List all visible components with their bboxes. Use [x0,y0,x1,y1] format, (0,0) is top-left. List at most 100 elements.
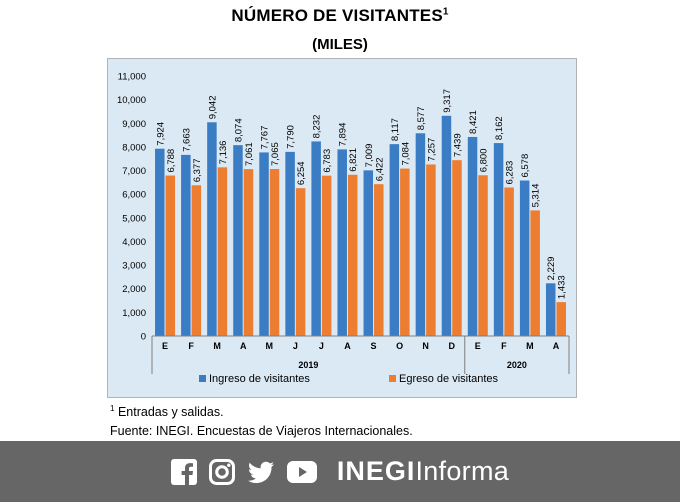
bar-ingreso [155,148,165,336]
data-label: 8,162 [494,116,505,140]
group-label: 2019 [298,360,318,370]
data-label: 7,924 [155,122,166,146]
x-tick-label: S [371,341,377,351]
y-tick-label: 7,000 [122,166,146,177]
data-label: 5,314 [531,184,542,208]
data-label: 7,136 [218,141,229,165]
x-tick-label: J [293,341,298,351]
bar-ingreso [207,122,217,336]
youtube-icon[interactable] [286,460,317,484]
bar-ingreso [415,133,426,336]
x-tick-label: F [188,341,194,351]
data-label: 1,433 [557,275,568,299]
data-label: 8,232 [312,115,323,139]
data-label: 2,229 [546,257,557,281]
x-tick-label: J [319,341,324,351]
bar-egreso [426,164,436,336]
bar-egreso [452,160,462,336]
y-tick-label: 11,000 [118,72,146,83]
bar-ingreso [311,141,321,336]
data-label: 6,283 [505,161,516,185]
y-tick-label: 0 [141,332,146,343]
data-label: 6,578 [520,154,531,178]
bar-egreso [530,210,540,336]
bar-ingreso [337,149,347,336]
inegi-informa-logo: INEGIInforma [336,456,510,486]
bar-ingreso [519,180,530,336]
y-tick-label: 2,000 [122,284,146,295]
bar-egreso [374,184,384,336]
x-tick-label: E [162,341,168,351]
y-tick-label: 8,000 [122,142,146,153]
y-tick-label: 5,000 [122,213,146,224]
facebook-icon[interactable] [170,458,197,485]
bar-egreso [556,302,566,336]
x-tick-label: F [501,341,507,351]
data-label: 6,377 [192,158,203,182]
data-label: 7,663 [181,128,192,152]
y-tick-label: 4,000 [122,237,146,248]
twitter-icon[interactable] [247,459,275,485]
bar-ingreso [467,136,478,336]
social-icons [170,458,317,485]
chart-subtitle: (MILES) [312,36,368,53]
bar-egreso [400,168,410,336]
x-tick-label: O [396,341,403,351]
data-label: 6,422 [374,157,385,181]
legend-swatch [389,375,396,382]
data-label: 7,009 [364,144,375,168]
x-tick-label: E [475,341,481,351]
x-tick-label: A [553,341,560,351]
bar-egreso [165,175,176,336]
bar-ingreso [363,170,374,336]
data-label: 7,065 [270,142,281,166]
instagram-icon[interactable] [208,458,235,485]
y-tick-label: 10,000 [117,95,146,106]
legend-swatch [199,375,206,382]
x-tick-label: M [213,341,221,351]
data-label: 7,084 [400,142,411,166]
group-label: 2020 [507,360,527,370]
bar-egreso [347,174,358,336]
source-note: Fuente: INEGI. Encuestas de Viajeros Int… [110,424,413,438]
footer-bar: INEGIInforma [0,441,680,502]
bar-egreso [295,188,306,336]
data-label: 9,317 [442,89,453,113]
data-label: 7,439 [452,133,463,157]
data-label: 6,821 [348,148,359,172]
y-tick-label: 1,000 [122,308,146,319]
data-label: 6,800 [479,148,490,172]
bar-egreso [243,169,254,336]
data-label: 7,790 [286,125,297,149]
bar-egreso [504,187,514,336]
legend-label: Egreso de visitantes [399,373,499,385]
x-tick-label: M [266,341,274,351]
bar-ingreso [441,115,452,336]
bar-egreso [269,169,280,336]
bar-ingreso [181,154,191,336]
data-label: 6,788 [166,149,177,173]
data-label: 8,577 [416,106,427,130]
x-tick-label: M [526,341,534,351]
bar-ingreso [493,143,504,336]
data-label: 7,061 [244,142,255,166]
bar-ingreso [545,283,556,336]
data-label: 8,074 [233,118,244,142]
x-tick-label: A [344,341,351,351]
bar-egreso [191,185,202,336]
chart: 0 1,000 2,000 3,000 4,000 5,000 6,000 7,000 8,00… [107,58,577,398]
data-label: 8,421 [468,110,479,134]
data-label: 9,042 [207,95,218,119]
footnote: 1 Entradas y salidas. [110,404,224,420]
data-label: 8,117 [390,118,401,141]
x-tick-label: D [448,341,455,351]
data-label: 7,767 [260,126,271,150]
data-label: 7,257 [426,138,437,162]
bar-ingreso [389,144,400,336]
y-tick-label: 3,000 [122,261,146,272]
bar-ingreso [285,151,295,336]
chart-title: NÚMERO DE VISITANTES1 [231,6,449,25]
y-tick-label: 9,000 [122,119,146,130]
x-tick-label: N [422,341,429,351]
data-label: 7,894 [338,123,349,147]
